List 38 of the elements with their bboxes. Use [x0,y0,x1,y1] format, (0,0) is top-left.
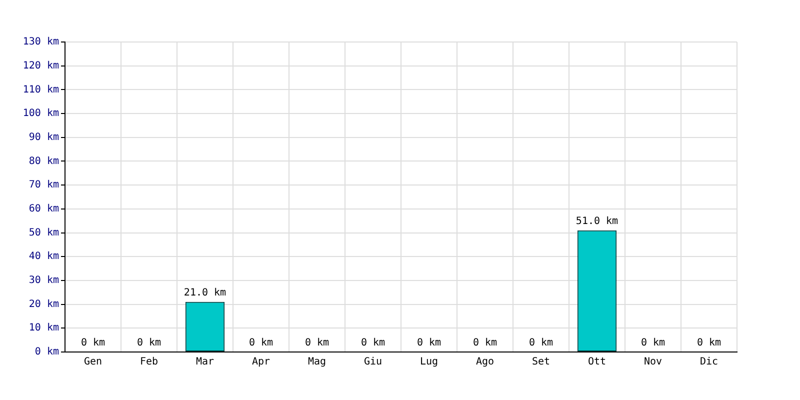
data-label: 0 km [304,338,330,349]
data-label: 0 km [360,338,386,349]
data-label: 21.0 km [184,288,226,299]
x-tick-label: Set [532,356,550,368]
data-label: 0 km [136,338,162,349]
data-label: 0 km [640,338,666,349]
y-tick-label: 0 km [34,346,59,358]
x-tick-label: Giu [364,356,382,368]
x-tick-label: Feb [140,356,158,368]
data-label: 0 km [416,338,442,349]
x-tick-label: Dic [700,356,718,368]
y-tick-label: 30 km [28,275,59,286]
y-tick-label: 20 km [28,298,59,310]
data-label: 51.0 km [576,216,618,227]
x-tick-label: Ott [588,356,606,368]
y-tick-label: 40 km [28,251,59,262]
y-tick-label: 10 km [28,322,59,334]
y-tick-label: 130 km [22,36,59,48]
data-label: 0 km [528,338,554,349]
y-tick-label: 50 km [28,227,59,238]
data-label: 0 km [696,338,722,349]
y-tick-label: 60 km [28,204,59,215]
y-tick-label: 70 km [28,180,59,191]
y-tick-label: 110 km [22,84,59,96]
data-label: 0 km [80,338,106,349]
x-tick-label: Ago [476,356,494,368]
y-tick-label: 100 km [22,108,59,120]
y-tick-label: 120 km [22,60,59,72]
x-tick-label: Mar [196,356,214,368]
data-label: 0 km [472,338,498,349]
x-tick-label: Gen [84,356,102,368]
x-tick-label: Nov [644,356,662,368]
x-tick-label: Lug [420,356,438,368]
y-tick-label: 80 km [28,156,59,167]
y-tick-label: 90 km [28,132,59,143]
x-tick-label: Mag [308,356,326,368]
x-tick-label: Apr [252,356,270,368]
data-label: 0 km [248,338,274,349]
